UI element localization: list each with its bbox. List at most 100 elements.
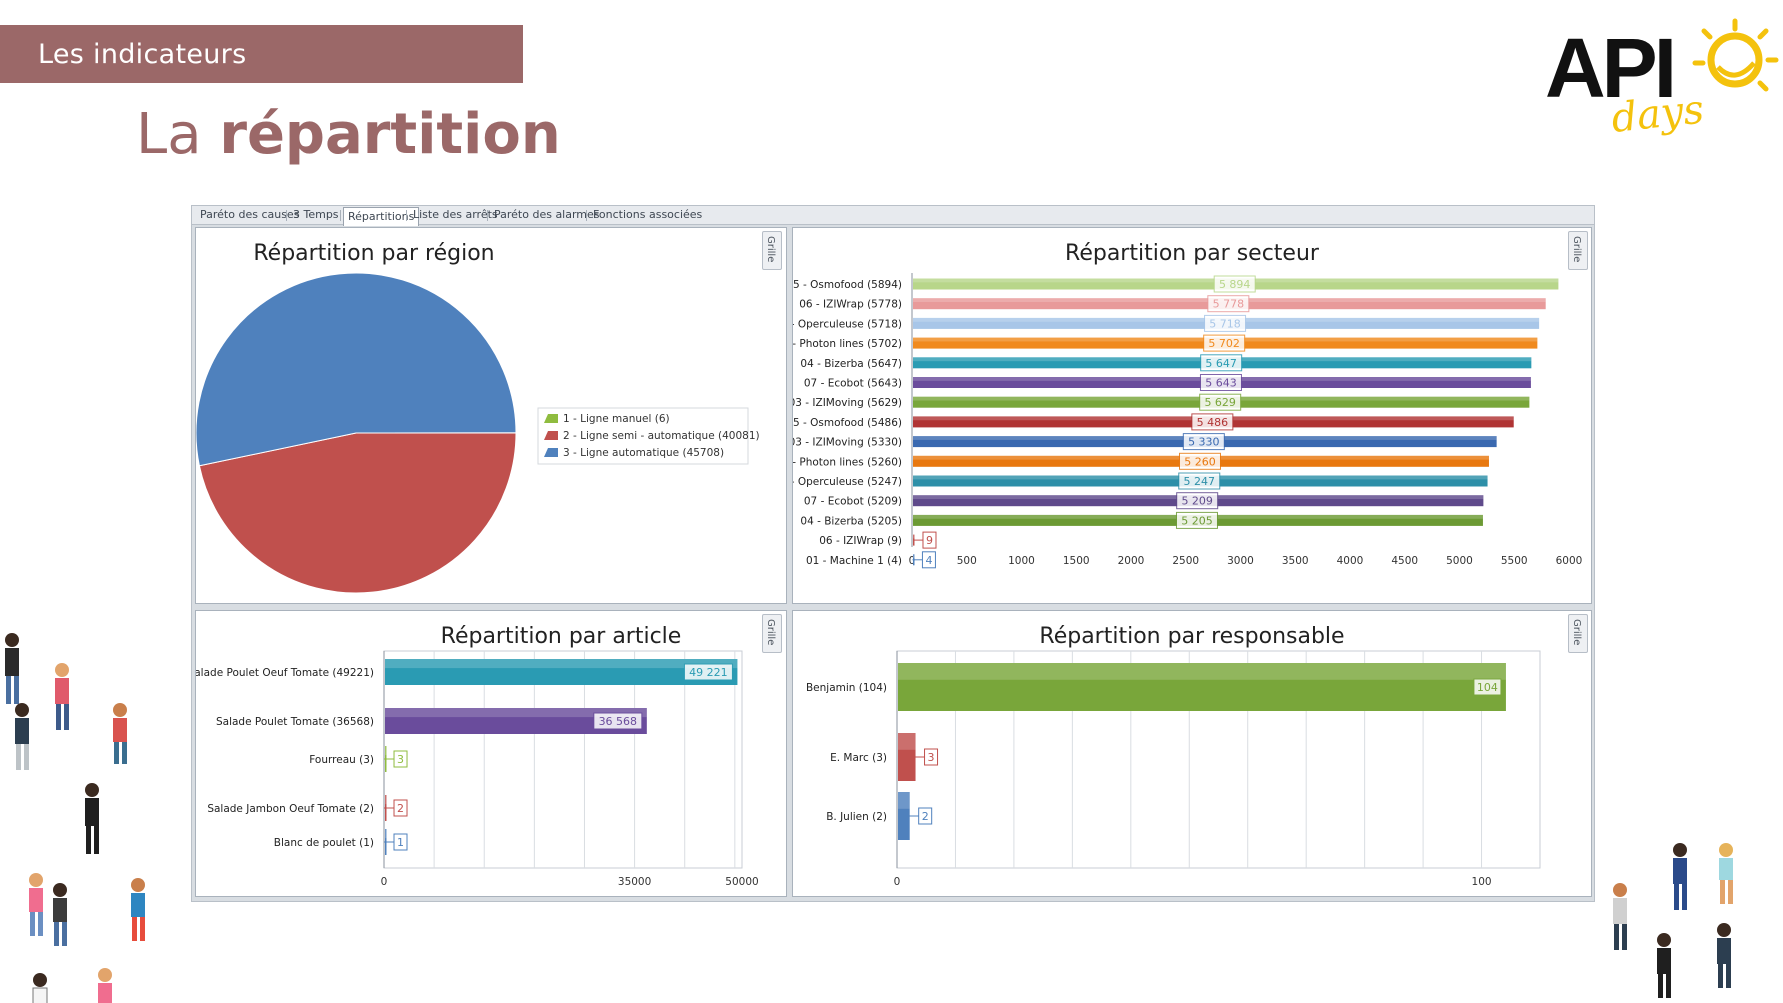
x-tick-label: 50000 bbox=[725, 876, 758, 888]
tab-liste-des-arr-ts[interactable]: Liste des arrêts bbox=[413, 208, 498, 221]
chart-title: Répartition par secteur bbox=[1065, 241, 1320, 266]
tab-paréto-des-alarmes[interactable]: Paréto des alarmes bbox=[494, 208, 600, 221]
grille-button-article[interactable]: Grille bbox=[762, 614, 782, 653]
people-icons-right bbox=[1613, 843, 1733, 998]
value-label: 4 bbox=[925, 554, 932, 567]
x-tick-label: 4500 bbox=[1391, 555, 1418, 567]
bar-highlight bbox=[385, 746, 387, 756]
legend-swatch bbox=[544, 448, 558, 457]
value-label-box bbox=[1182, 433, 1225, 451]
x-tick-label: 2000 bbox=[1118, 555, 1145, 567]
value-label-box bbox=[1200, 354, 1243, 372]
tab-separator bbox=[340, 210, 341, 221]
logo-days-text: days bbox=[1609, 86, 1706, 141]
value-label: 5 643 bbox=[1205, 377, 1237, 390]
value-label-box bbox=[921, 551, 936, 569]
value-label: 3 bbox=[397, 753, 404, 766]
value-label-box bbox=[922, 531, 937, 549]
value-label: 104 bbox=[1477, 681, 1498, 694]
value-label-box bbox=[1178, 472, 1221, 490]
slide-title-bold: répartition bbox=[219, 102, 561, 167]
grille-button-secteur[interactable]: Grille bbox=[1568, 231, 1588, 270]
slide-title-light: La bbox=[136, 102, 220, 167]
value-label: 5 702 bbox=[1208, 337, 1240, 350]
panel-article: Répartition par article 0 35000 50000 Salade… bbox=[195, 610, 787, 897]
x-tick-label: 4000 bbox=[1337, 555, 1364, 567]
value-label: 2 bbox=[397, 802, 404, 815]
bar bbox=[898, 663, 1506, 711]
value-label-box bbox=[1178, 452, 1221, 470]
category-label: Fourreau (3) bbox=[309, 754, 374, 766]
x-tick-label: 35000 bbox=[618, 876, 651, 888]
slide-title: La répartition bbox=[136, 102, 561, 167]
category-label: 04 - Bizerba (5647) bbox=[800, 358, 902, 370]
tab-separator bbox=[286, 210, 287, 221]
value-label-box bbox=[918, 807, 933, 825]
x-tick-label: 0 bbox=[909, 555, 916, 567]
plot-area bbox=[383, 650, 743, 869]
legend-entry: 1 - Ligne manuel (6) bbox=[563, 413, 670, 425]
bar-highlight bbox=[385, 708, 647, 718]
panel-responsable: Répartition par responsable 0 100 Benjamin … bbox=[792, 610, 1592, 897]
bar-highlight bbox=[385, 795, 387, 805]
tab-fonctions-associées[interactable]: Fonctions associées bbox=[593, 208, 703, 221]
x-tick-label: 3500 bbox=[1282, 555, 1309, 567]
category-label: 02 - Operculeuse (5718) bbox=[793, 318, 902, 330]
value-label: 3 bbox=[928, 751, 935, 764]
category-label: Benjamin (104) bbox=[806, 682, 887, 694]
value-label: 1 bbox=[397, 836, 404, 849]
value-label: 5 260 bbox=[1184, 455, 1216, 468]
bar-highlight bbox=[898, 663, 1506, 680]
bar bbox=[898, 792, 910, 840]
panel-region: Répartition par région 1 - Ligne manuel (… bbox=[195, 227, 787, 604]
x-tick-label: 5000 bbox=[1446, 555, 1473, 567]
pie-slice bbox=[196, 272, 517, 467]
bar-highlight bbox=[913, 534, 915, 539]
x-tick-label: 1500 bbox=[1063, 555, 1090, 567]
x-tick-label: 500 bbox=[957, 555, 977, 567]
section-label: Les indicateurs bbox=[38, 39, 247, 70]
value-label: 36 568 bbox=[599, 715, 638, 728]
tab-répartitions[interactable]: Répartitions bbox=[343, 207, 420, 226]
bar bbox=[385, 659, 738, 685]
value-label: 5 629 bbox=[1204, 396, 1236, 409]
value-label-box bbox=[1213, 275, 1256, 293]
value-label: 5 209 bbox=[1181, 495, 1213, 508]
tab-3-temps[interactable]: 3 Temps bbox=[293, 208, 339, 221]
category-label: 01 - Photon lines (5260) bbox=[793, 456, 902, 468]
value-label: 5 330 bbox=[1188, 436, 1220, 449]
category-label: 07 - Ecobot (5209) bbox=[804, 496, 902, 508]
tab-paréto-des-causes[interactable]: Paréto des causes bbox=[200, 208, 300, 221]
chart-title: Répartition par région bbox=[253, 241, 494, 266]
x-tick-label: 2500 bbox=[1172, 555, 1199, 567]
value-label-box bbox=[393, 799, 408, 817]
value-label: 49 221 bbox=[689, 666, 728, 679]
value-label-box bbox=[1199, 393, 1242, 411]
value-label: 5 894 bbox=[1219, 278, 1251, 291]
category-label: B. Julien (2) bbox=[826, 811, 887, 823]
tab-separator bbox=[487, 210, 488, 221]
value-label-box bbox=[1175, 511, 1218, 529]
grille-button-region[interactable]: Grille bbox=[762, 231, 782, 270]
bar-highlight bbox=[385, 659, 738, 669]
chart-title: Répartition par article bbox=[441, 624, 682, 649]
category-label: 05 - Osmofood (5894) bbox=[793, 279, 902, 291]
value-label: 5 205 bbox=[1181, 514, 1213, 527]
value-label-box bbox=[1203, 334, 1246, 352]
category-label: Salade Poulet Tomate (36568) bbox=[216, 716, 374, 728]
x-tick-label: 6000 bbox=[1556, 555, 1583, 567]
category-label: Salade Poulet Oeuf Tomate (49221) bbox=[196, 667, 374, 679]
value-label: 5 647 bbox=[1205, 357, 1237, 370]
x-tick-label: 100 bbox=[1472, 876, 1492, 888]
legend-swatch bbox=[544, 431, 558, 440]
people-icons-left bbox=[5, 633, 145, 1003]
category-label: 05 - Osmofood (5486) bbox=[793, 417, 902, 429]
tab-bar: Paréto des causes 3 Temps Répartitions List… bbox=[192, 206, 1594, 226]
value-label-box bbox=[1176, 492, 1219, 510]
x-tick-label: 5500 bbox=[1501, 555, 1528, 567]
category-label: Blanc de poulet (1) bbox=[274, 837, 374, 849]
legend-box bbox=[537, 407, 749, 465]
legend-entry: 2 - Ligne semi - automatique (40081) bbox=[563, 430, 760, 442]
grille-button-responsable[interactable]: Grille bbox=[1568, 614, 1588, 653]
chart-secteur: Répartition par secteur 0 500 1000 1500 2000 2… bbox=[793, 241, 1583, 569]
